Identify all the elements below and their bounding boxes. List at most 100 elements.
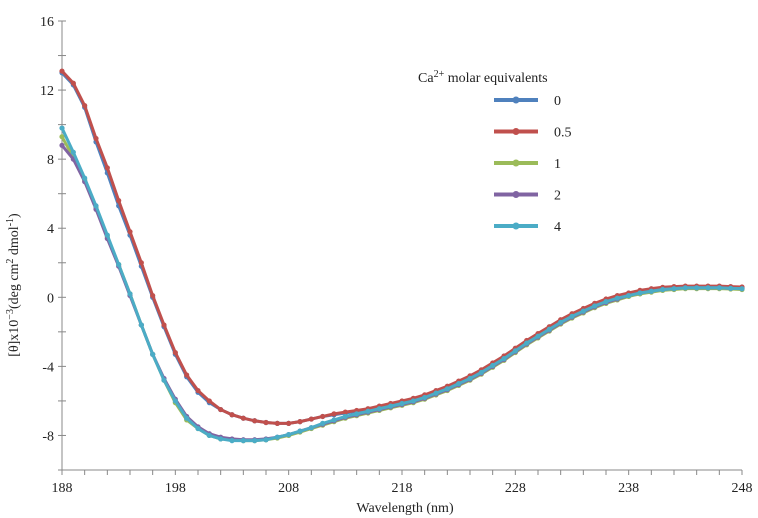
x-axis-ticks: 188 198 208 218 228 238 248 [52, 470, 753, 496]
data-point [569, 313, 575, 319]
data-point [286, 431, 292, 438]
data-point [603, 299, 609, 305]
data-point [229, 412, 235, 418]
y-tick-label: -4 [42, 360, 54, 375]
data-point [195, 387, 201, 394]
data-point [671, 286, 677, 292]
data-point [82, 103, 88, 109]
data-point [308, 425, 314, 431]
legend-label: 2 [554, 189, 561, 204]
data-point [478, 369, 484, 376]
data-point [716, 285, 722, 291]
y-tick-label: 8 [47, 153, 54, 168]
data-point [206, 432, 212, 439]
data-point [626, 292, 632, 299]
series-layer [59, 68, 745, 444]
x-tick-label: 228 [505, 481, 526, 496]
data-point [218, 406, 224, 413]
data-point [70, 80, 76, 86]
data-point [161, 322, 167, 328]
data-point [614, 295, 620, 301]
series-4 [59, 125, 745, 444]
data-point [388, 403, 394, 409]
data-point [127, 229, 133, 235]
series-line [60, 127, 743, 443]
data-point [422, 394, 428, 401]
legend-label: 4 [554, 220, 561, 235]
data-point [728, 285, 734, 291]
legend-item-1: 1 [494, 157, 561, 172]
y-tick-label: 12 [40, 84, 54, 99]
data-point [184, 415, 190, 421]
legend-item-4: 4 [494, 220, 561, 235]
legend-swatch-marker [512, 159, 520, 167]
data-point [195, 425, 201, 432]
y-axis-ticks: -8 -4 0 4 8 12 16 [40, 15, 66, 471]
x-tick-label: 238 [618, 481, 639, 496]
data-point [490, 362, 496, 369]
data-point [240, 415, 246, 421]
data-point [467, 375, 473, 382]
legend-swatch-marker [512, 222, 520, 230]
data-point [660, 286, 666, 293]
data-point [320, 420, 326, 426]
data-point [104, 165, 110, 171]
data-point [240, 438, 246, 444]
data-point [705, 285, 711, 291]
data-point [150, 292, 156, 299]
x-axis-title: Wavelength (nm) [356, 501, 454, 516]
data-point [354, 411, 360, 417]
data-point [320, 413, 326, 420]
data-point [138, 322, 144, 328]
data-point [365, 408, 371, 414]
y-tick-label: 4 [47, 222, 54, 237]
legend-label: 1 [554, 157, 561, 172]
data-point [104, 232, 110, 238]
legend-label: 0.5 [554, 126, 572, 141]
data-point [501, 356, 507, 362]
legend-swatch-marker [512, 191, 520, 198]
data-point [433, 390, 439, 396]
data-point [331, 411, 337, 417]
data-point [206, 398, 212, 404]
data-point [263, 437, 269, 443]
data-point [524, 340, 530, 346]
legend: Ca2+ molar equivalents 0 0.5 1 2 4 [418, 69, 572, 236]
x-tick-label: 188 [52, 481, 73, 496]
data-point [331, 417, 337, 423]
legend-item-0: 0 [494, 94, 561, 109]
legend-swatch-marker [512, 128, 520, 135]
data-point [637, 290, 643, 296]
data-point [308, 416, 314, 422]
data-point [558, 319, 564, 325]
data-point [70, 149, 76, 155]
x-tick-label: 248 [732, 481, 753, 496]
x-tick-label: 208 [278, 481, 299, 496]
data-point [263, 419, 269, 426]
data-point [59, 134, 65, 140]
data-point [138, 260, 144, 266]
data-point [93, 203, 99, 209]
x-tick-label: 198 [165, 481, 186, 496]
data-point [342, 413, 348, 420]
data-point [150, 351, 156, 357]
data-point [93, 135, 99, 142]
data-point [218, 436, 224, 442]
legend-label: 0 [554, 94, 561, 109]
data-point [172, 398, 178, 404]
data-point [116, 261, 122, 268]
series-line [60, 71, 743, 425]
data-point [410, 398, 416, 404]
legend-item-0.5: 0.5 [494, 126, 572, 141]
data-point [297, 428, 303, 434]
data-point [116, 198, 122, 204]
legend-item-2: 2 [494, 189, 561, 204]
y-tick-label: 0 [47, 291, 54, 306]
legend-swatch-marker [512, 96, 520, 104]
data-point [694, 285, 700, 291]
series-line [60, 70, 743, 425]
data-point [535, 333, 541, 339]
data-point [252, 418, 258, 424]
